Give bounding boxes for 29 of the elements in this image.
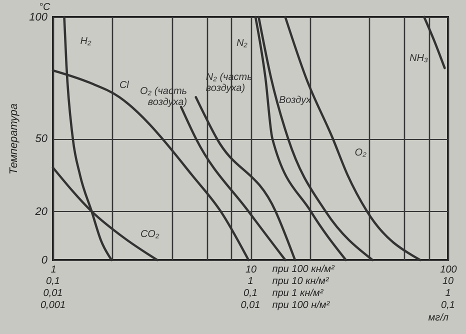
text: °C [39, 2, 51, 13]
text: при 100 н/м² [272, 300, 330, 311]
text: при 10 кн/м² [272, 276, 330, 287]
series-label: CO₂ [140, 229, 160, 240]
y-tick-label: 50 [35, 133, 48, 145]
series-label: N₂ [236, 38, 248, 49]
text: 0,1 [441, 300, 455, 311]
text: 0,001 [40, 300, 66, 311]
text: 0,1 [46, 276, 60, 287]
y-tick-label: 20 [34, 206, 48, 218]
series-label: O₂ [354, 148, 367, 158]
series-label: NH₃ [410, 53, 428, 64]
y-axis-title: Температура [8, 104, 20, 174]
text: при 1 кн/м² [272, 288, 324, 299]
text: 0,1 [244, 288, 258, 299]
text: 10 [442, 276, 454, 287]
text: 0,01 [240, 300, 260, 311]
text: 1 [248, 276, 254, 287]
y-tick-label: 0 [41, 254, 48, 266]
x-tick-label: 100 [440, 264, 458, 276]
x-tick-label: 10 [245, 264, 257, 276]
series-label: Cl [119, 80, 130, 92]
text: 0,01 [43, 288, 63, 299]
y-tick-label: 100 [29, 12, 48, 24]
series-label: H₂ [80, 36, 92, 47]
x-axis-title: мг/л [428, 312, 449, 324]
text: при 100 кн/м² [272, 264, 335, 275]
x-tick-label: 1 [50, 264, 56, 276]
text: 1 [445, 288, 451, 299]
